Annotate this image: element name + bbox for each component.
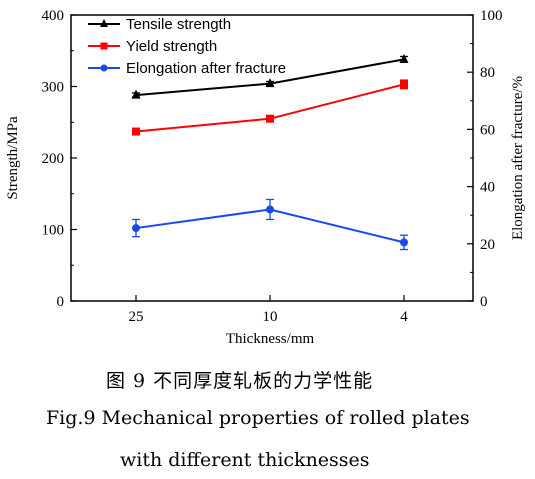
figure-caption-english-line1: Fig.9 Mechanical properties of rolled pl… bbox=[46, 407, 470, 429]
square-marker bbox=[100, 42, 108, 50]
plot-frame bbox=[70, 14, 474, 302]
figure-caption-english-line2: with different thicknesses bbox=[120, 449, 370, 471]
y-axis-left-label: Strength/MPa bbox=[5, 116, 21, 200]
legend: Tensile strength Yield strength Elongation… bbox=[88, 16, 286, 77]
triangle-marker bbox=[131, 89, 141, 99]
circle-marker bbox=[400, 238, 408, 247]
triangle-marker bbox=[100, 19, 108, 27]
y-left-tick-label: 100 bbox=[42, 223, 65, 239]
y-right-tick-label: 20 bbox=[480, 237, 495, 253]
x-tick-label: 25 bbox=[129, 309, 144, 325]
series-elongation-after-fracture bbox=[132, 198, 408, 251]
legend-label: Yield strength bbox=[126, 38, 217, 55]
triangle-marker bbox=[399, 53, 409, 63]
y-axis-right-label: Elongation after fracture/% bbox=[510, 76, 526, 240]
axes: 0 100 200 300 400 0 20 40 60 80 100 25 10 4 bbox=[42, 8, 503, 325]
legend-label: Tensile strength bbox=[126, 16, 231, 33]
triangle-marker bbox=[265, 78, 275, 88]
x-tick-label: 10 bbox=[263, 309, 278, 325]
y-right-tick-label: 40 bbox=[480, 180, 495, 196]
y-left-tick-label: 0 bbox=[57, 294, 65, 310]
y-right-tick-label: 100 bbox=[480, 8, 503, 24]
x-axis-label: Thickness/mm bbox=[226, 331, 315, 347]
circle-marker bbox=[266, 205, 274, 214]
x-tick-label: 4 bbox=[400, 309, 408, 325]
circle-marker bbox=[132, 224, 140, 233]
y-left-tick-label: 300 bbox=[42, 80, 65, 96]
y-right-tick-label: 80 bbox=[480, 65, 495, 81]
y-left-tick-label: 200 bbox=[42, 151, 65, 167]
legend-entry: Yield strength bbox=[88, 38, 217, 55]
series-layer bbox=[131, 53, 409, 251]
chart: 0 100 200 300 400 0 20 40 60 80 100 25 10 4 Tensile s… bbox=[5, 8, 526, 347]
square-marker bbox=[266, 114, 274, 123]
y-right-tick-label: 0 bbox=[480, 294, 488, 310]
circle-marker bbox=[100, 64, 108, 72]
legend-label: Elongation after fracture bbox=[126, 60, 286, 77]
square-marker bbox=[400, 80, 408, 89]
y-right-tick-label: 60 bbox=[480, 122, 495, 138]
figure-caption-chinese: 图 9 不同厚度轧板的力学性能 bbox=[106, 370, 374, 392]
series-tensile-strength bbox=[131, 53, 409, 99]
y-left-tick-label: 400 bbox=[42, 8, 65, 24]
legend-entry: Tensile strength bbox=[88, 16, 231, 33]
square-marker bbox=[132, 127, 140, 136]
series-yield-strength bbox=[132, 79, 408, 136]
legend-entry: Elongation after fracture bbox=[88, 60, 286, 77]
